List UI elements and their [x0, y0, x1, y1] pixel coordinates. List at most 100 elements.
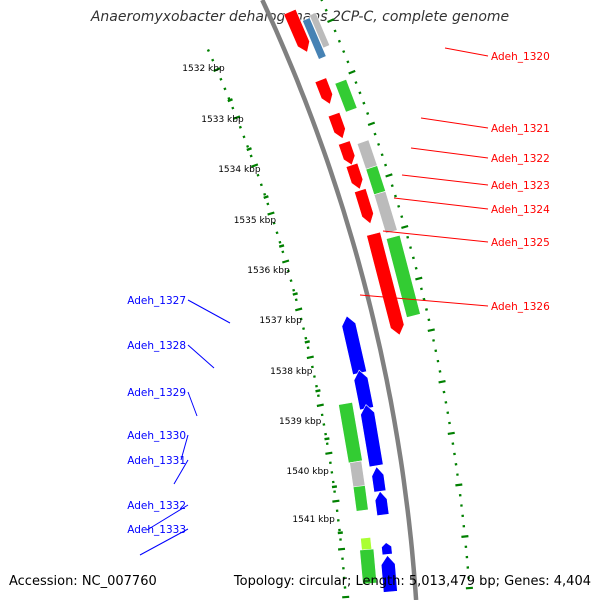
accession-text: Accession: NC_007760 [9, 574, 157, 589]
outer-track-dot [411, 256, 415, 260]
gene-feature-reverse [353, 369, 374, 411]
outer-track-dot [406, 235, 410, 239]
axis-tick [263, 195, 269, 200]
inner-track-dot [315, 384, 318, 388]
gene-feature-green [365, 165, 386, 196]
inner-track-dot [263, 192, 267, 196]
inner-track-dot [223, 87, 227, 91]
gene-label-forward: Adeh_1322 [491, 153, 550, 165]
inner-track-dot [289, 279, 293, 283]
tick-label: 1536 kbp [247, 266, 290, 276]
gene-feature-reverse [341, 315, 367, 376]
outer-track-dot [320, 0, 324, 2]
outer-track-dot [414, 266, 418, 270]
inner-track-dot [299, 317, 303, 321]
outer-track-dot [333, 29, 337, 33]
outer-track-dot [346, 60, 350, 64]
outer-track-dot [342, 50, 346, 54]
inner-track-dot [294, 298, 298, 302]
outer-track-dot [455, 483, 463, 487]
gene-feature-steelblue [302, 17, 327, 60]
outer-track-dot [390, 184, 394, 188]
backbone-path [260, 0, 419, 600]
leader-line [393, 197, 489, 210]
gene-label-reverse: Adeh_1329 [127, 387, 186, 399]
gene-feature-reverse [374, 490, 390, 517]
leader-line [401, 174, 489, 186]
outer-track-dot [427, 318, 431, 322]
inner-track-dot [304, 336, 308, 340]
tick-label: 1537 kbp [259, 316, 302, 326]
inner-track-dot [267, 211, 275, 216]
gene-features [283, 8, 421, 593]
inner-track-dot [259, 183, 263, 187]
gene-feature-forward [338, 140, 356, 166]
axis-tick [278, 244, 285, 248]
gene-feature-green [352, 485, 369, 512]
gene-label-reverse: Adeh_1328 [127, 340, 186, 352]
gene-label-forward: Adeh_1323 [491, 180, 550, 192]
leader-line [187, 391, 198, 417]
gene-feature-green [385, 234, 421, 318]
gene-feature-grey [373, 190, 398, 234]
axis-tick [227, 98, 233, 103]
inner-track-dot [281, 250, 285, 254]
tick-label: 1532 kbp [182, 64, 225, 74]
inner-track-dot [231, 106, 235, 110]
leader-line [359, 294, 489, 307]
gene-label-forward: Adeh_1321 [491, 123, 550, 135]
axis-tick [292, 292, 298, 296]
inner-track-dot [286, 269, 290, 273]
gene-feature-forward [327, 111, 346, 140]
outer-track-dot [400, 215, 404, 219]
gene-feature-green [359, 548, 378, 585]
inner-track-dot [272, 221, 276, 225]
outer-track-dot [432, 339, 435, 342]
map-title: Anaeromyxobacter dehalogenans 2CP-C, com… [90, 9, 510, 25]
outer-track-dot [425, 308, 428, 311]
leader-line [410, 147, 489, 159]
inner-track-dot [342, 595, 350, 599]
tick-label: 1539 kbp [279, 417, 322, 427]
outer-track-dot [447, 431, 455, 435]
axis-tick [315, 389, 321, 393]
inner-track-dot [246, 144, 250, 148]
inner-track-dot [206, 48, 210, 53]
leader-line [180, 434, 189, 461]
inner-track-dot [242, 135, 246, 139]
gene-feature-forward [283, 8, 310, 53]
outer-track-dot [362, 101, 366, 105]
inner-track-dot [227, 96, 231, 100]
inner-track-dot [306, 346, 310, 350]
outer-track-dot [409, 246, 412, 249]
outer-track-dot [461, 535, 469, 538]
axis-tick [304, 340, 310, 344]
leader-line [173, 459, 189, 485]
tick-label: 1538 kbp [270, 367, 313, 377]
axis-tick [337, 531, 343, 535]
inner-track-dot [266, 202, 270, 206]
inner-track-dot [325, 451, 333, 455]
gene-feature-reverse [380, 554, 398, 593]
backbone-line [260, 0, 419, 600]
gene-feature-reverse [371, 466, 387, 493]
outer-track-dot [348, 69, 356, 75]
leader-line [420, 117, 489, 129]
leader-line [444, 47, 489, 57]
gene-feature-green [338, 401, 363, 464]
inner-track-dot [306, 355, 314, 360]
outer-track-dot [384, 163, 388, 167]
outer-track-dot [377, 142, 381, 146]
inner-track-dot [310, 365, 314, 369]
outer-track-dot [415, 276, 423, 281]
tick-label: 1534 kbp [218, 165, 261, 175]
tick-label: 1533 kbp [201, 115, 244, 125]
inner-dotted-track [206, 48, 350, 599]
outer-track-dot [324, 8, 328, 12]
gene-labels: Adeh_1320 Adeh_1321 Adeh_1322 Adeh_1323 Adeh… [127, 47, 550, 556]
gene-feature-grey [349, 460, 366, 490]
gene-label-forward: Adeh_1324 [491, 204, 550, 216]
axis-tick [324, 437, 330, 441]
outer-track-dot [420, 287, 423, 291]
outer-track-dot [367, 121, 376, 127]
